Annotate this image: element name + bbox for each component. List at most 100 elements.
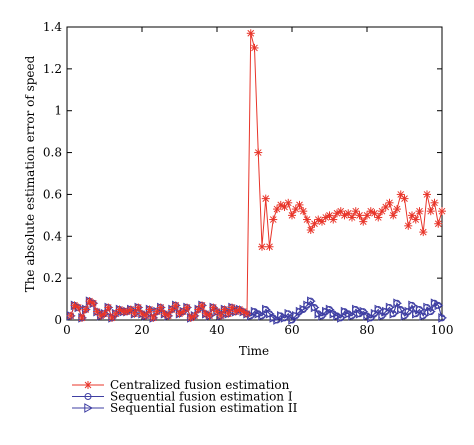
- data-point-star: [404, 221, 413, 230]
- data-point-circle: [359, 308, 367, 316]
- data-point-star: [265, 242, 274, 251]
- data-point-star: [164, 311, 173, 320]
- data-point-circle: [419, 312, 427, 320]
- data-point-circle: [427, 308, 435, 316]
- data-point-circle: [311, 303, 318, 311]
- legend: Centralized fusion estimationSequential …: [72, 378, 298, 415]
- data-point-circle: [329, 310, 337, 318]
- data-point-star: [84, 381, 92, 389]
- data-point-star: [74, 303, 83, 312]
- data-point-circle: [416, 306, 423, 314]
- data-point-circle: [337, 314, 345, 322]
- data-point-circle: [393, 299, 401, 307]
- data-point-circle: [423, 303, 431, 311]
- data-point-star: [348, 213, 356, 222]
- x-tick-label: 0: [63, 323, 71, 337]
- data-point-circle: [348, 312, 356, 320]
- data-point-star: [351, 207, 360, 216]
- data-point-star: [100, 309, 109, 318]
- data-point-circle: [341, 308, 348, 316]
- data-point-circle: [299, 306, 307, 314]
- data-point-circle: [386, 303, 393, 311]
- data-point-star: [306, 226, 315, 235]
- data-point-star: [258, 242, 266, 251]
- data-point-star: [359, 217, 368, 226]
- data-point-circle: [356, 310, 363, 318]
- data-point-star: [93, 307, 101, 316]
- data-point-star: [411, 215, 420, 224]
- data-point-circle: [284, 310, 292, 318]
- data-point-star: [303, 215, 311, 224]
- data-point-circle: [266, 310, 273, 318]
- data-point-circle: [292, 312, 300, 320]
- data-point-circle: [281, 314, 288, 322]
- data-point-star: [250, 43, 259, 52]
- data-point-star: [145, 305, 154, 314]
- data-point-star: [423, 190, 431, 199]
- data-point-circle: [333, 312, 341, 320]
- data-point-star: [190, 311, 199, 320]
- data-point-star: [216, 311, 225, 320]
- data-point-star: [329, 215, 338, 224]
- data-point-circle: [307, 297, 315, 305]
- y-tick-label: 1.2: [43, 62, 62, 76]
- data-point-star: [85, 297, 94, 306]
- y-tick-label: 0.6: [43, 187, 62, 201]
- data-point-star: [393, 205, 401, 214]
- data-point-circle: [374, 306, 382, 314]
- data-point-circle: [314, 310, 322, 318]
- data-point-circle: [367, 314, 375, 322]
- data-point-star: [130, 309, 139, 318]
- data-point-star: [430, 198, 439, 207]
- data-point-circle: [318, 312, 326, 320]
- data-point-circle: [84, 393, 92, 400]
- data-point-star: [246, 29, 255, 38]
- data-point-circle: [389, 310, 397, 318]
- y-axis-title: The absolute estimation error of speed: [23, 55, 37, 292]
- data-point-star: [220, 305, 229, 314]
- legend-item: Sequential fusion estimation I: [72, 390, 293, 404]
- data-point-star: [171, 301, 180, 310]
- data-point-star: [415, 207, 424, 216]
- data-point-circle: [303, 301, 311, 309]
- data-point-star: [385, 198, 394, 207]
- data-point-star: [224, 309, 233, 318]
- data-point-star: [149, 313, 158, 322]
- data-point-circle: [247, 312, 255, 320]
- data-point-star: [160, 309, 169, 318]
- data-point-circle: [363, 312, 371, 320]
- y-tick-label: 0.2: [43, 271, 62, 285]
- data-point-circle: [408, 301, 416, 309]
- data-point-triangle: [84, 403, 94, 413]
- data-point-circle: [397, 306, 405, 314]
- data-point-star: [389, 211, 398, 220]
- data-point-star: [183, 303, 191, 312]
- y-tick-label: 0.4: [43, 229, 62, 243]
- data-point-circle: [262, 306, 270, 314]
- data-point-star: [284, 198, 293, 207]
- x-tick-label: 40: [209, 323, 224, 337]
- data-point-star: [66, 311, 75, 320]
- data-point-circle: [434, 301, 442, 309]
- data-point-circle: [431, 299, 438, 307]
- data-point-circle: [288, 316, 296, 324]
- series-layer: [66, 29, 448, 325]
- data-point-star: [254, 148, 263, 157]
- data-point-star: [261, 194, 270, 203]
- data-point-star: [198, 301, 206, 310]
- data-point-circle: [438, 314, 446, 322]
- y-tick-label: 1: [54, 104, 62, 118]
- data-point-star: [426, 207, 435, 216]
- data-point-circle: [326, 306, 333, 314]
- data-point-star: [374, 213, 383, 222]
- data-point-circle: [254, 310, 262, 318]
- x-tick-label: 20: [134, 323, 149, 337]
- data-point-star: [134, 303, 143, 312]
- data-point-circle: [258, 312, 266, 320]
- data-point-circle: [378, 312, 386, 320]
- data-point-circle: [296, 308, 303, 316]
- x-axis: 0 20 40 60 80 100: [63, 27, 453, 337]
- data-point-star: [434, 219, 443, 228]
- data-point-star: [355, 211, 364, 220]
